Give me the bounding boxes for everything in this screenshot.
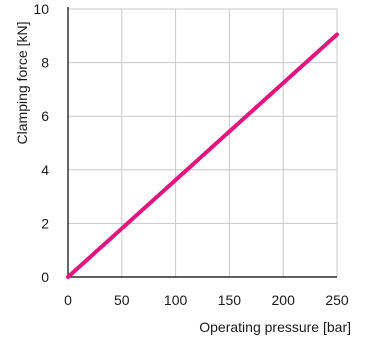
x-tick-label-100: 100 bbox=[164, 292, 188, 308]
x-tick-label-50: 50 bbox=[114, 292, 130, 308]
y-axis-label: Clamping force [kN] bbox=[14, 22, 30, 145]
x-tick-label-250: 250 bbox=[325, 292, 349, 308]
y-tick-label-6: 6 bbox=[41, 108, 49, 124]
y-tick-label-4: 4 bbox=[41, 162, 49, 178]
series-layer bbox=[66, 32, 339, 279]
y-tick-label-10: 10 bbox=[33, 1, 49, 17]
y-tick-label-0: 0 bbox=[41, 269, 49, 285]
y-tick-label-8: 8 bbox=[41, 55, 49, 71]
x-tick-label-200: 200 bbox=[272, 292, 296, 308]
grid bbox=[68, 8, 338, 277]
x-tick-label-150: 150 bbox=[218, 292, 242, 308]
tick-labels: 0 50 100 150 200 250 0 2 4 6 8 10 bbox=[33, 1, 348, 308]
y-tick-label-2: 2 bbox=[41, 215, 49, 231]
axes bbox=[67, 7, 337, 278]
series-line-0 bbox=[66, 32, 339, 279]
x-tick-label-0: 0 bbox=[64, 292, 72, 308]
x-axis-label: Operating pressure [bar] bbox=[199, 319, 351, 335]
